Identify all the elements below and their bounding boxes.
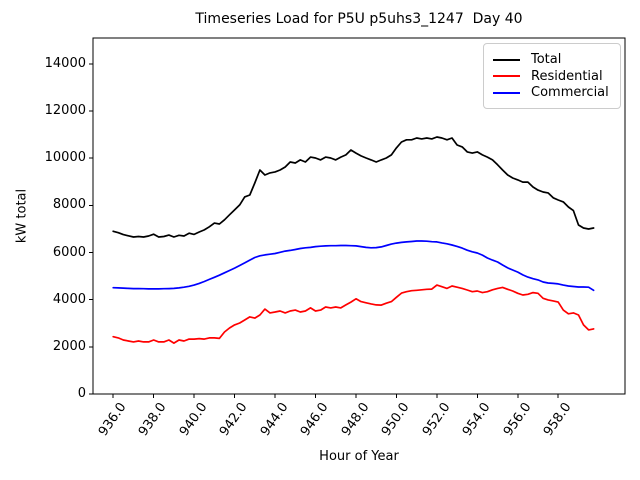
y-axis-label: kW total [14,188,30,244]
chart-title: Timeseries Load for P5U p5uhs3_1247 Day … [195,11,523,27]
legend-label: Residential [531,68,603,84]
x-axis-label: Hour of Year [319,449,399,464]
legend-entry-total: Total [493,52,611,67]
y-tick-label: 14000 [44,55,86,71]
legend-label: Total [531,52,562,67]
y-tick-label: 12000 [44,103,86,119]
legend-entry-commercial: Commercial [493,85,611,100]
series-line-residential [112,284,595,344]
series-line-total [112,136,595,238]
y-tick-label: 10000 [44,150,86,166]
y-tick-label: 0 [77,386,86,401]
plot-border [92,37,626,395]
legend-line-sample [493,58,520,61]
legend-label: Commercial [531,85,609,100]
y-tick-label: 6000 [52,244,86,260]
y-tick-label: 2000 [52,338,86,354]
y-tick-label: 8000 [52,197,86,213]
y-tick-label: 4000 [52,291,86,307]
legend-line-sample [493,75,520,77]
legend-line-sample [493,91,520,94]
series-line-commercial [112,240,595,292]
legend: Total Residential Commercial [483,43,621,109]
legend-entry-residential: Residential [493,69,611,84]
